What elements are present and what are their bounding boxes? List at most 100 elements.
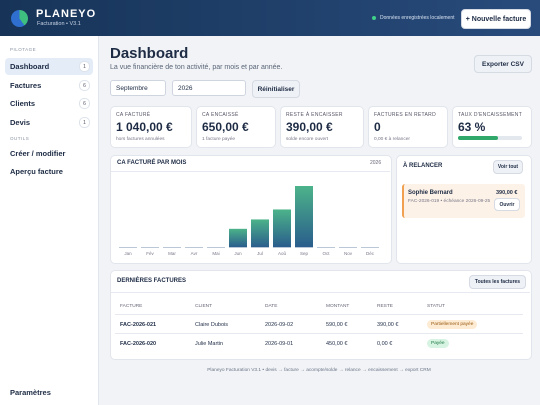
x-tick-label: Oct xyxy=(322,251,330,256)
column-header: STATUT xyxy=(427,304,445,309)
month-select[interactable]: Septembre xyxy=(110,80,166,96)
brand-subtitle: Facturation • V3.1 xyxy=(37,21,81,27)
open-button[interactable]: Ouvrir xyxy=(494,198,520,211)
row-line xyxy=(115,333,523,334)
cell: 2026-09-02 xyxy=(265,322,294,328)
chart-subtitle: 2026 xyxy=(370,160,382,166)
all-invoices-button[interactable]: Toutes les factures xyxy=(469,275,526,289)
status-dot xyxy=(372,16,376,20)
nav-count: 6 xyxy=(79,98,90,109)
nav-item[interactable]: Dashboard xyxy=(10,62,50,71)
export-button[interactable]: Exporter CSV xyxy=(474,55,532,73)
reset-button[interactable]: Réinitialiser xyxy=(252,80,300,98)
nav-item[interactable]: Créer / modifier xyxy=(10,149,66,158)
x-tick-label: Jul xyxy=(257,251,263,256)
active-nav-bg xyxy=(5,58,93,75)
cell: 0,00 € xyxy=(377,341,393,347)
bar xyxy=(229,228,247,247)
kpi-note: 0,00 € à relancer xyxy=(374,137,411,142)
x-tick-label: Aoû xyxy=(278,251,287,256)
status: Données enregistrées localement xyxy=(380,15,455,21)
x-tick-label: Avr xyxy=(191,251,198,256)
column-header: FACTURE xyxy=(120,304,143,309)
column-header: MONTANT xyxy=(326,304,350,309)
kpi-label: RESTE À ENCAISSER xyxy=(286,112,343,118)
section-title: PILOTAGE xyxy=(10,47,37,52)
progress-fill xyxy=(458,136,499,140)
kpi-value: 650,00 € xyxy=(202,120,249,134)
cell: Claire Dubois xyxy=(195,322,229,328)
bar xyxy=(251,219,269,247)
reminder-title: À RELANCER xyxy=(403,163,443,169)
nav-count: 6 xyxy=(79,80,90,91)
reminder-detail: FAC-2026-019 • échéance 2026-09-25 xyxy=(408,199,491,204)
page-title: Dashboard xyxy=(110,45,189,62)
kpi-card xyxy=(280,106,364,148)
reminder-amount: 390,00 € xyxy=(496,190,518,196)
see-all-button[interactable]: Voir tout xyxy=(493,160,523,174)
year-select[interactable]: 2026 xyxy=(172,80,246,96)
kpi-note: solde encore ouvert xyxy=(286,137,329,142)
reminder-client: Sophie Bernard xyxy=(408,190,453,196)
column-header: CLIENT xyxy=(195,304,213,309)
table-card xyxy=(110,270,532,360)
separator xyxy=(111,292,530,293)
kpi-label: CA FACTURÉ xyxy=(116,112,151,118)
new-invoice-button[interactable]: + Nouvelle facture xyxy=(461,9,531,29)
kpi-card xyxy=(368,106,448,148)
kpi-note: 1 facture payée xyxy=(202,137,236,142)
table-title: DERNIÈRES FACTURES xyxy=(117,278,187,284)
cell: 450,00 € xyxy=(326,341,348,347)
logo xyxy=(11,10,28,27)
section-title: OUTILS xyxy=(10,136,30,141)
kpi-value: 63 % xyxy=(458,120,486,134)
kpi-card xyxy=(452,106,532,148)
cell: 2026-09-01 xyxy=(265,341,294,347)
chart-title: CA FACTURÉ PAR MOIS xyxy=(117,160,187,166)
column-header: DATE xyxy=(265,304,278,309)
nav-item[interactable]: Aperçu facture xyxy=(10,167,63,176)
nav-item[interactable]: Clients xyxy=(10,99,36,108)
x-tick-label: Jan xyxy=(124,251,132,256)
x-tick-label: Fév xyxy=(146,251,154,256)
status-badge: Partiellement payée xyxy=(427,320,478,329)
sidebar xyxy=(0,36,99,405)
brand: PLANEYO xyxy=(36,8,97,20)
kpi-card xyxy=(196,106,276,148)
x-tick-label: Jun xyxy=(234,251,242,256)
separator xyxy=(111,171,390,172)
column-header: RESTE xyxy=(377,304,393,309)
kpi-value: 0 xyxy=(374,120,381,134)
footer: Planeyo Facturation V3.1 • devis → factu… xyxy=(207,368,431,373)
kpi-value: 1 040,00 € xyxy=(116,120,173,134)
x-tick-label: Mar xyxy=(168,251,176,256)
cell: FAC-2026-021 xyxy=(120,322,157,328)
kpi-note: hors factures annulées xyxy=(116,137,165,142)
nav-item[interactable]: Paramètres xyxy=(10,388,51,397)
kpi-label: FACTURES EN RETARD xyxy=(374,112,436,118)
nav-count: 1 xyxy=(79,117,90,128)
header xyxy=(0,0,540,36)
kpi-label: TAUX D'ENCAISSEMENT xyxy=(458,112,523,118)
cell: Julie Martin xyxy=(195,341,224,347)
kpi-value: 390,00 € xyxy=(286,120,333,134)
bar xyxy=(295,186,313,247)
nav-count: 1 xyxy=(79,61,90,72)
bar xyxy=(273,209,291,247)
kpi-card xyxy=(110,106,192,148)
x-tick-label: Mai xyxy=(212,251,219,256)
status-badge: Payée xyxy=(427,339,449,348)
nav-item[interactable]: Factures xyxy=(10,81,42,90)
cell: 390,00 € xyxy=(377,322,399,328)
x-tick-label: Sep xyxy=(300,251,309,256)
x-tick-label: Nov xyxy=(344,251,353,256)
page-subtitle: La vue financière de ton activité, par m… xyxy=(110,64,283,71)
kpi-label: CA ENCAISSÉ xyxy=(202,112,239,118)
x-tick-label: Déc xyxy=(366,251,375,256)
cell: FAC-2026-020 xyxy=(120,341,157,347)
nav-item[interactable]: Devis xyxy=(10,118,31,127)
row-line xyxy=(115,314,523,315)
cell: 590,00 € xyxy=(326,322,348,328)
